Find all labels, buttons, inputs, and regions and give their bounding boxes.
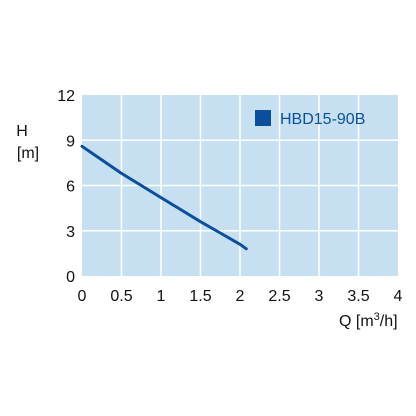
x-tick-label: 3.5	[347, 288, 369, 305]
x-tick-label: 0.5	[110, 288, 132, 305]
x-axis-label-superscript: 3	[374, 311, 380, 323]
x-tick-label: 1	[157, 288, 166, 305]
legend-swatch	[255, 110, 271, 126]
x-axis-label-tail: /h]	[380, 313, 398, 330]
y-tick-label: 12	[57, 88, 75, 105]
x-tick-label: 3	[315, 288, 324, 305]
y-tick-labels: 0 3 6 9 12	[57, 88, 75, 286]
y-tick-label: 3	[66, 224, 75, 241]
x-tick-label: 4	[394, 288, 403, 305]
legend-label: HBD15-90B	[280, 111, 365, 128]
x-axis-label: Q [m3/h]	[339, 311, 398, 330]
y-tick-label: 0	[66, 269, 75, 286]
x-tick-label: 2.5	[268, 288, 290, 305]
x-tick-label: 2	[236, 288, 245, 305]
x-tick-label: 1.5	[189, 288, 211, 305]
y-axis-label-line1: H	[16, 123, 28, 140]
x-tick-labels: 0 0.5 1 1.5 2 2.5 3 3.5 4	[78, 288, 403, 305]
x-tick-label: 0	[78, 288, 87, 305]
y-tick-label: 9	[66, 133, 75, 150]
series-line	[80, 144, 248, 251]
y-tick-label: 6	[66, 179, 75, 196]
grid-lines	[82, 95, 398, 276]
y-axis-label-line2: [m]	[17, 145, 39, 162]
legend: HBD15-90B	[255, 110, 365, 128]
x-axis-label-main: Q [m	[339, 313, 374, 330]
series-layer	[80, 144, 248, 251]
